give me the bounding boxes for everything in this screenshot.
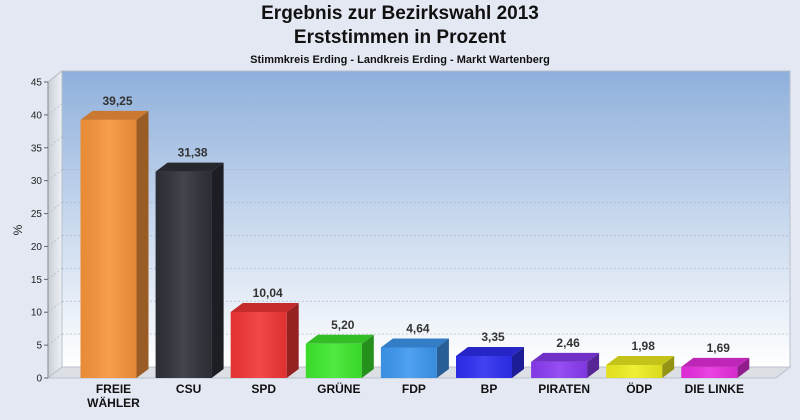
bar-side — [286, 302, 299, 378]
y-tick-label: 40 — [31, 110, 43, 121]
x-tick-label: CSU — [176, 382, 201, 396]
bar-shade — [531, 361, 588, 378]
data-label: 10,04 — [253, 286, 283, 300]
bar-shade — [155, 171, 212, 378]
y-tick-label: 5 — [36, 341, 42, 352]
grid-line-diag — [47, 202, 63, 214]
bar-top — [230, 302, 299, 312]
data-label: 2,46 — [556, 336, 580, 350]
x-tick-label: GRÜNE — [317, 381, 360, 396]
grid-line-diag — [47, 103, 63, 116]
x-tick-label: SPD — [251, 382, 276, 396]
grid-line-diag — [47, 136, 63, 149]
y-tick-label: 15 — [31, 275, 43, 286]
y-tick-label: 0 — [36, 374, 42, 385]
x-tick-label: BP — [481, 382, 498, 396]
bar-top — [380, 338, 449, 348]
x-tick-label: FDP — [402, 382, 426, 396]
data-label: 3,35 — [481, 330, 505, 344]
grid-line-diag — [47, 268, 63, 280]
y-tick-label: 10 — [31, 308, 43, 319]
bar-shade — [456, 355, 512, 378]
bar-shade — [380, 347, 437, 378]
x-tick-label: PIRATEN — [538, 382, 590, 396]
bar-top — [305, 334, 374, 344]
y-tick-label: 20 — [31, 242, 43, 253]
data-label: 1,69 — [707, 341, 731, 355]
bar-shade — [606, 364, 663, 378]
y-tick-label: 45 — [31, 78, 43, 89]
y-axis-label: % — [11, 224, 25, 235]
grid-line-diag — [47, 235, 63, 247]
chart-caption: Stimmkreis Erding - Landkreis Erding - M… — [250, 54, 550, 66]
bar-top — [531, 352, 600, 362]
bar-side — [436, 338, 449, 378]
bar-bp: 3,35 — [456, 330, 524, 378]
data-label: 5,20 — [331, 318, 355, 332]
bar-top — [80, 110, 149, 120]
data-label: 31,38 — [178, 146, 208, 160]
bar-spd: 10,04 — [230, 286, 299, 378]
bar-side — [587, 352, 600, 378]
bar-fdp: 4,64 — [380, 321, 449, 378]
bar-ödp: 1,98 — [606, 339, 675, 378]
chart-subtitle: Erststimmen in Prozent — [293, 27, 507, 48]
x-tick-label: DIE LINKE — [685, 382, 744, 396]
y-tick-label: 35 — [31, 143, 43, 154]
bar-side — [662, 355, 675, 378]
left-wall — [47, 69, 63, 380]
y-axis: 0 5 10 15 20 25 30 35 40 45% — [11, 78, 48, 385]
bar-shade — [681, 366, 738, 378]
grid-line-diag — [47, 333, 63, 346]
bar-shade — [80, 119, 137, 379]
data-label: 1,98 — [632, 339, 656, 353]
bar-side — [211, 162, 224, 378]
bar-csu: 31,38 — [155, 146, 224, 378]
bar-side — [361, 334, 374, 378]
grid-line-diag — [47, 70, 63, 83]
bar-die-linke: 1,69 — [681, 341, 750, 378]
x-tick-label: ÖDP — [626, 381, 652, 396]
y-tick-label: 25 — [31, 209, 43, 220]
x-tick-label: FREIE — [96, 382, 131, 396]
y-tick-label: 30 — [31, 176, 43, 187]
bar-piraten: 2,46 — [531, 336, 600, 378]
data-label: 39,25 — [102, 94, 132, 108]
bar-shade — [305, 343, 362, 378]
bar-shade — [230, 311, 287, 378]
bar-top — [681, 357, 750, 367]
bar-side — [136, 110, 149, 379]
grid-line-diag — [47, 169, 63, 181]
chart-title: Ergebnis zur Bezirkswahl 2013 — [261, 3, 539, 24]
bar-side — [512, 346, 524, 378]
bar-side — [737, 357, 750, 378]
grid-line-diag — [47, 300, 63, 313]
data-label: 4,64 — [406, 321, 430, 335]
bar-top — [155, 162, 224, 172]
bar-grüne: 5,20 — [305, 318, 374, 378]
x-tick-label: WÄHLER — [87, 395, 140, 410]
bars: 39,25 31,38 10,04 5,20 4,64 3,35 2,46 1,98 1,69 — [80, 94, 750, 379]
bar-top — [606, 355, 675, 365]
bar-freie-wähler: 39,25 — [80, 94, 149, 379]
bar-top — [456, 346, 524, 356]
